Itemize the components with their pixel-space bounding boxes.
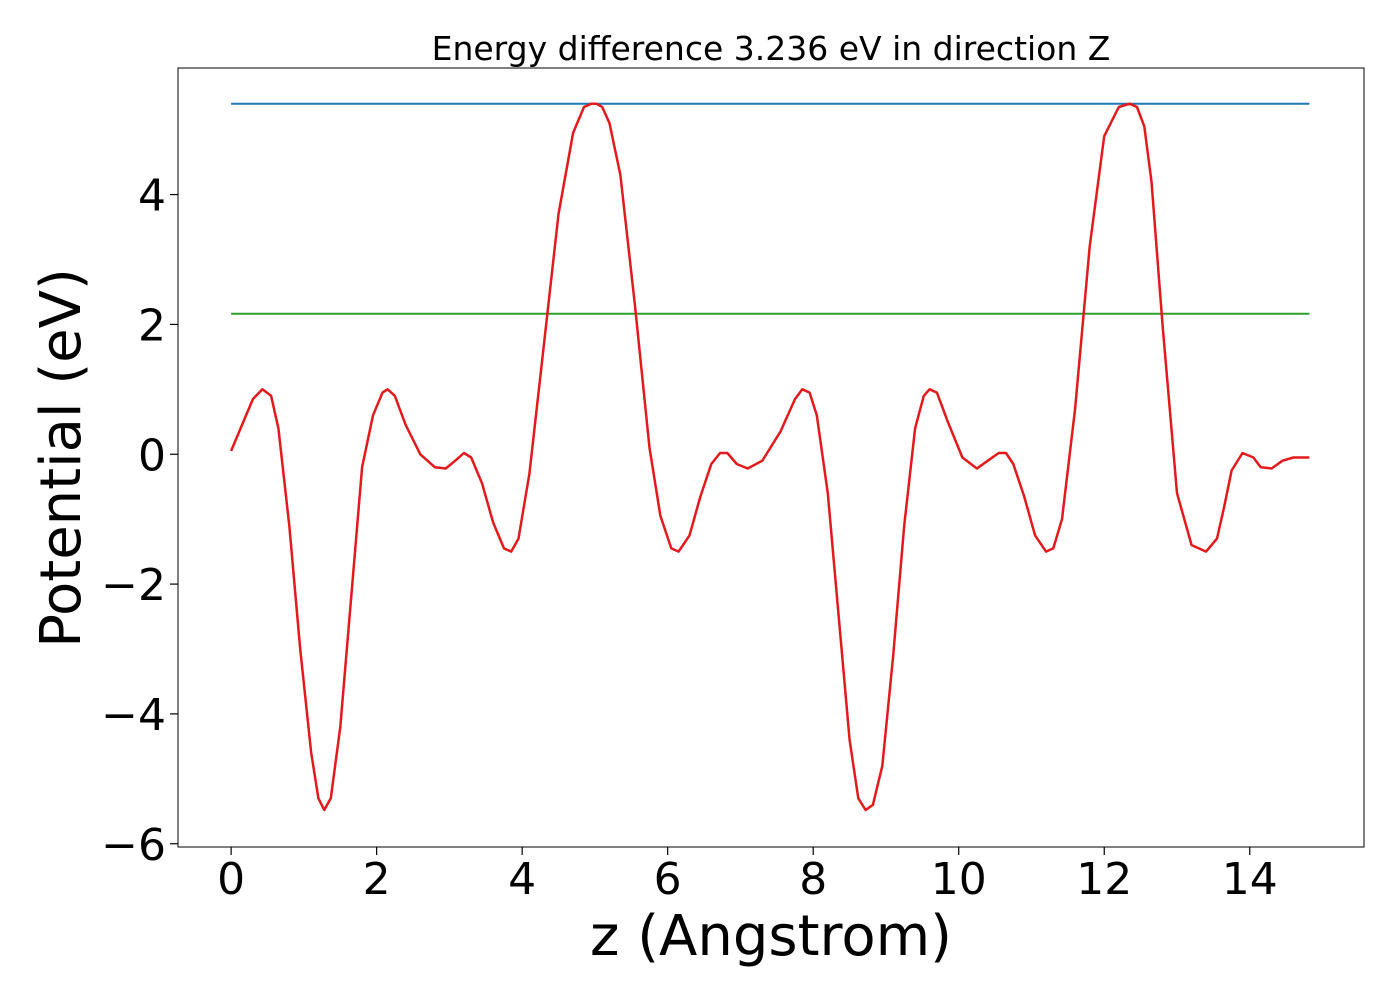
plot-frame <box>177 67 1365 848</box>
x-tick-label: 6 <box>654 854 682 905</box>
y-tick-label: 2 <box>138 300 166 351</box>
chart-title: Energy difference 3.236 eV in direction … <box>432 29 1111 68</box>
series-line-2 <box>229 102 1310 812</box>
x-tick-label: 8 <box>799 854 827 905</box>
x-tick-label: 2 <box>363 854 391 905</box>
x-tick-label: 4 <box>508 854 536 905</box>
x-tick-label: 12 <box>1076 854 1132 905</box>
series-layer <box>229 102 1310 812</box>
y-axis-label: Potential (eV) <box>29 268 94 648</box>
x-axis-label: z (Angstrom) <box>590 904 952 969</box>
y-tick-label: −2 <box>101 560 166 611</box>
x-tick-label: 14 <box>1222 854 1278 905</box>
y-tick-label: −4 <box>101 690 166 741</box>
x-tick-label: 0 <box>217 854 245 905</box>
y-axis-ticks: −6 −4 −2 0 2 4 <box>101 171 178 871</box>
x-axis-ticks: 0 2 4 6 8 10 12 14 <box>217 847 1278 905</box>
y-tick-label: 0 <box>138 430 166 481</box>
y-tick-label: −6 <box>101 820 166 871</box>
y-tick-label: 4 <box>138 171 166 222</box>
x-tick-label: 10 <box>931 854 987 905</box>
